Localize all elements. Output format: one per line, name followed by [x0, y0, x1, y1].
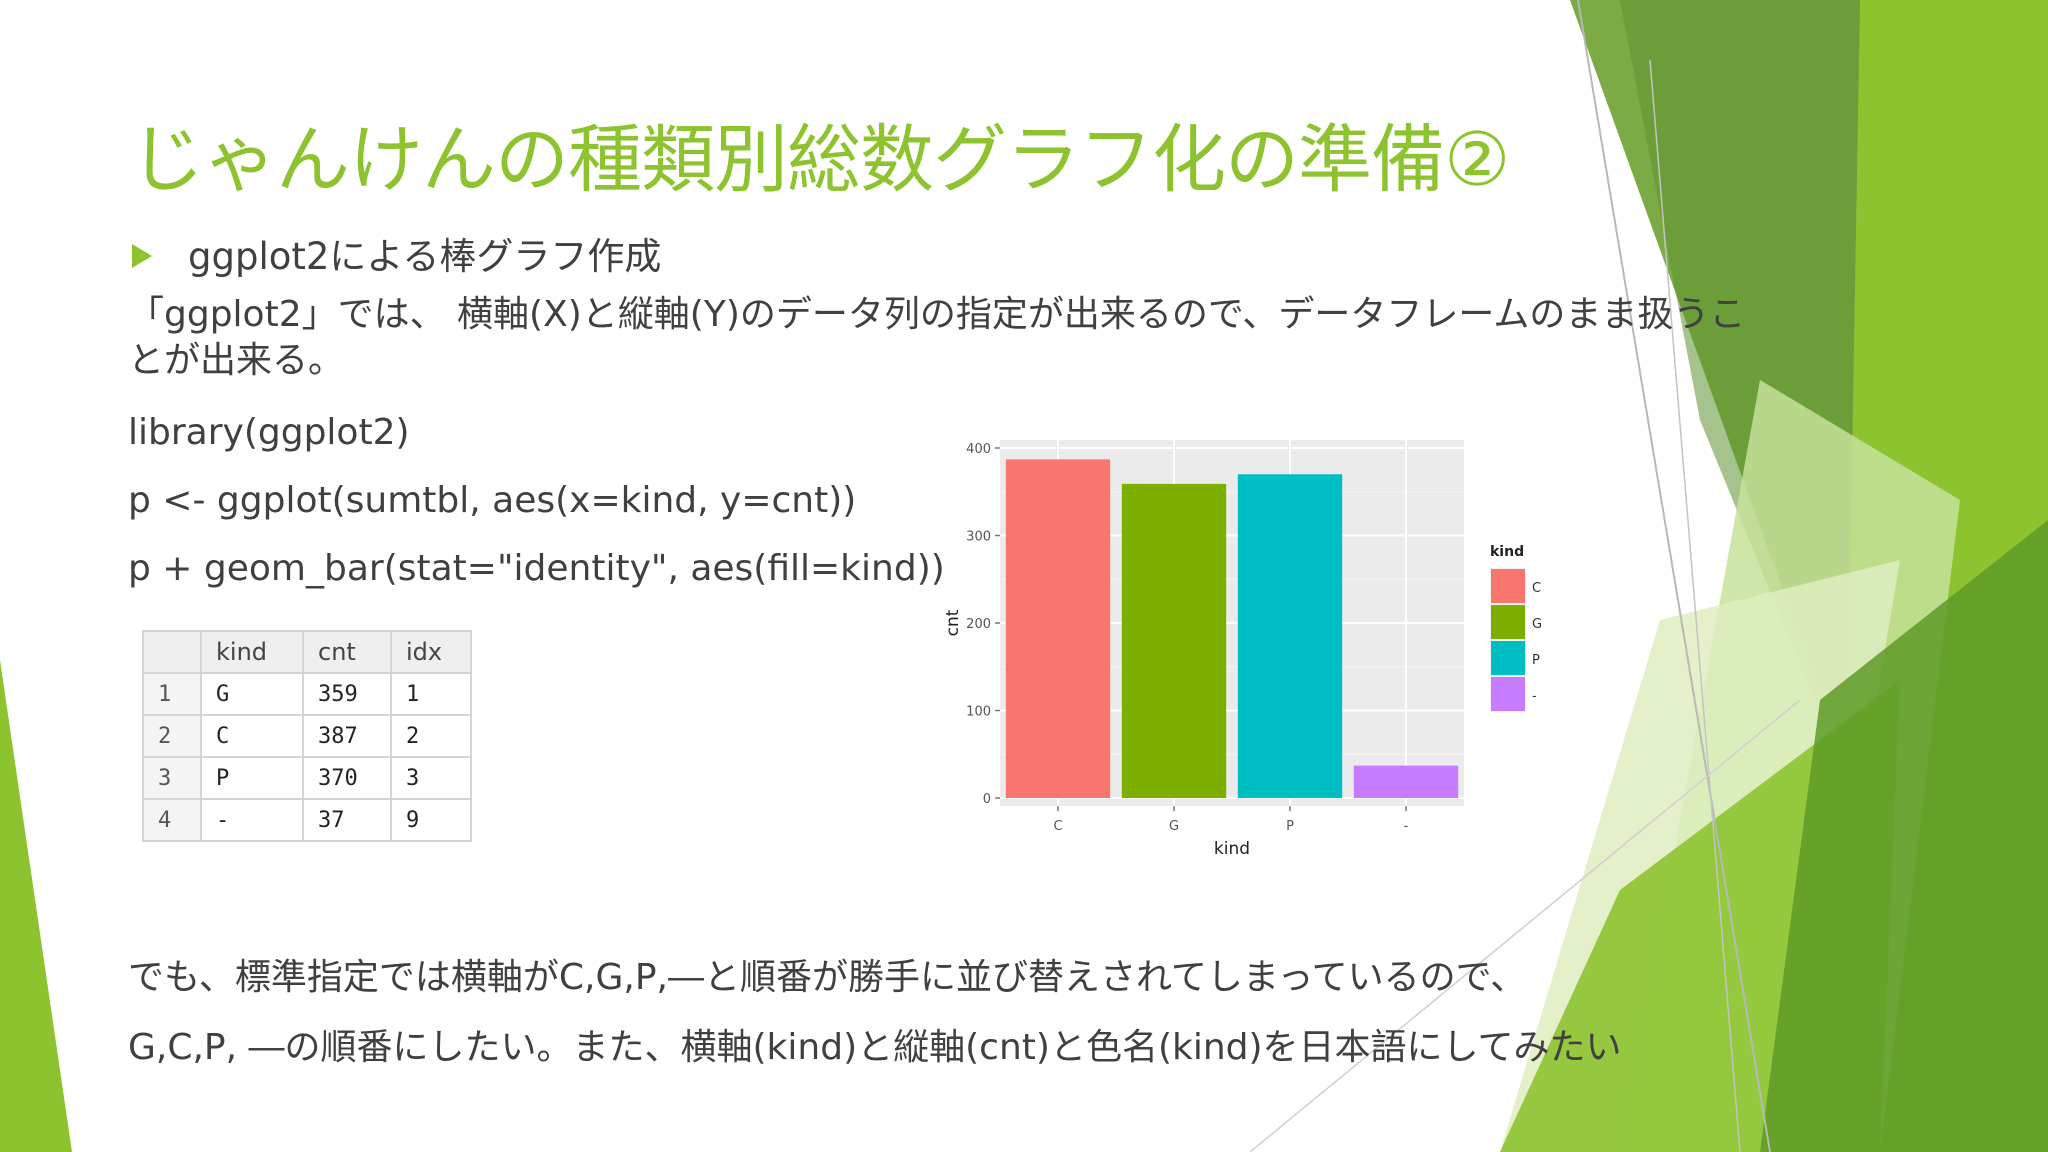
legend-title: kind — [1490, 544, 1524, 560]
y-axis-label: cnt — [943, 609, 963, 636]
table-cell: 2 — [390, 714, 472, 758]
y-tick-label: 300 — [966, 530, 991, 545]
legend-label: G — [1532, 617, 1542, 632]
bar-3 — [1353, 765, 1459, 798]
legend-label: C — [1532, 581, 1541, 596]
legend-swatch-1 — [1491, 605, 1525, 639]
y-tick-label: 400 — [966, 442, 991, 457]
x-tick-label: - — [1404, 819, 1409, 834]
table-cell: 4 — [142, 798, 202, 842]
table-header-row: kind cnt idx — [142, 630, 472, 674]
table-cell: 1 — [142, 672, 202, 716]
table-cell: 359 — [302, 672, 392, 716]
description-paragraph: 「ggplot2」では、 横軸(X)と縦軸(Y)のデータ列の指定が出来るので、デ… — [128, 294, 1746, 381]
table-cell: 3 — [390, 756, 472, 800]
code-line-2: p <- ggplot(sumtbl, aes(x=kind, y=cnt)) — [128, 480, 857, 521]
table-row: 3 P 370 3 — [142, 756, 472, 800]
slide-title: じゃんけんの種類別総数グラフ化の準備② — [130, 117, 1510, 203]
x-tick-label: C — [1053, 819, 1062, 834]
bullet-item: ggplot2による棒グラフ作成 — [132, 226, 661, 280]
table-cell: 3 — [142, 756, 202, 800]
code-line-3: p + geom_bar(stat="identity", aes(fill=k… — [128, 548, 945, 589]
legend-label: P — [1532, 653, 1540, 668]
y-tick-label: 200 — [966, 617, 991, 632]
y-tick-label: 0 — [983, 792, 991, 807]
x-axis-label: kind — [1214, 839, 1250, 859]
data-table: kind cnt idx 1 G 359 1 2 C 387 2 3 P 370… — [142, 630, 472, 842]
bullet-text: ggplot2による棒グラフ作成 — [188, 235, 662, 278]
table-cell: - — [200, 798, 304, 842]
legend-swatch-2 — [1491, 641, 1525, 675]
table-cell: 2 — [142, 714, 202, 758]
table-row: 2 C 387 2 — [142, 714, 472, 758]
table-cell: 370 — [302, 756, 392, 800]
bar-1 — [1121, 483, 1227, 798]
bar-2 — [1237, 474, 1343, 798]
table-cell: G — [200, 672, 304, 716]
table-cell: 37 — [302, 798, 392, 842]
table-cell: 387 — [302, 714, 392, 758]
footer-line-1: でも、標準指定では横軸がC,G,P,―と順番が勝手に並び替えされてしまっているの… — [128, 957, 1527, 998]
table-row: 1 G 359 1 — [142, 672, 472, 716]
table-cell: 1 — [390, 672, 472, 716]
table-cell: P — [200, 756, 304, 800]
table-cell: C — [200, 714, 304, 758]
x-tick-label: P — [1286, 819, 1294, 834]
table-header-cell: cnt — [302, 630, 392, 674]
bar-0 — [1005, 459, 1111, 798]
table-cell: 9 — [390, 798, 472, 842]
footer-line-2: G,C,P, ―の順番にしたい。また、横軸(kind)と縦軸(cnt)と色名(k… — [128, 1027, 1622, 1068]
code-line-1: library(ggplot2) — [128, 412, 410, 453]
legend-label: - — [1532, 689, 1537, 704]
y-tick-label: 100 — [966, 705, 991, 720]
legend-swatch-0 — [1491, 569, 1525, 603]
table-header-cell: kind — [200, 630, 304, 674]
table-header-cell: idx — [390, 630, 472, 674]
table-header-cell — [142, 630, 202, 674]
legend-swatch-3 — [1491, 677, 1525, 711]
bar-chart: 0 100 200 300 400 C G P - kind cnt kind C G P - — [943, 440, 1542, 859]
table-row: 4 - 37 9 — [142, 798, 472, 842]
triangle-bullet-icon — [132, 243, 152, 268]
x-tick-label: G — [1169, 819, 1179, 834]
